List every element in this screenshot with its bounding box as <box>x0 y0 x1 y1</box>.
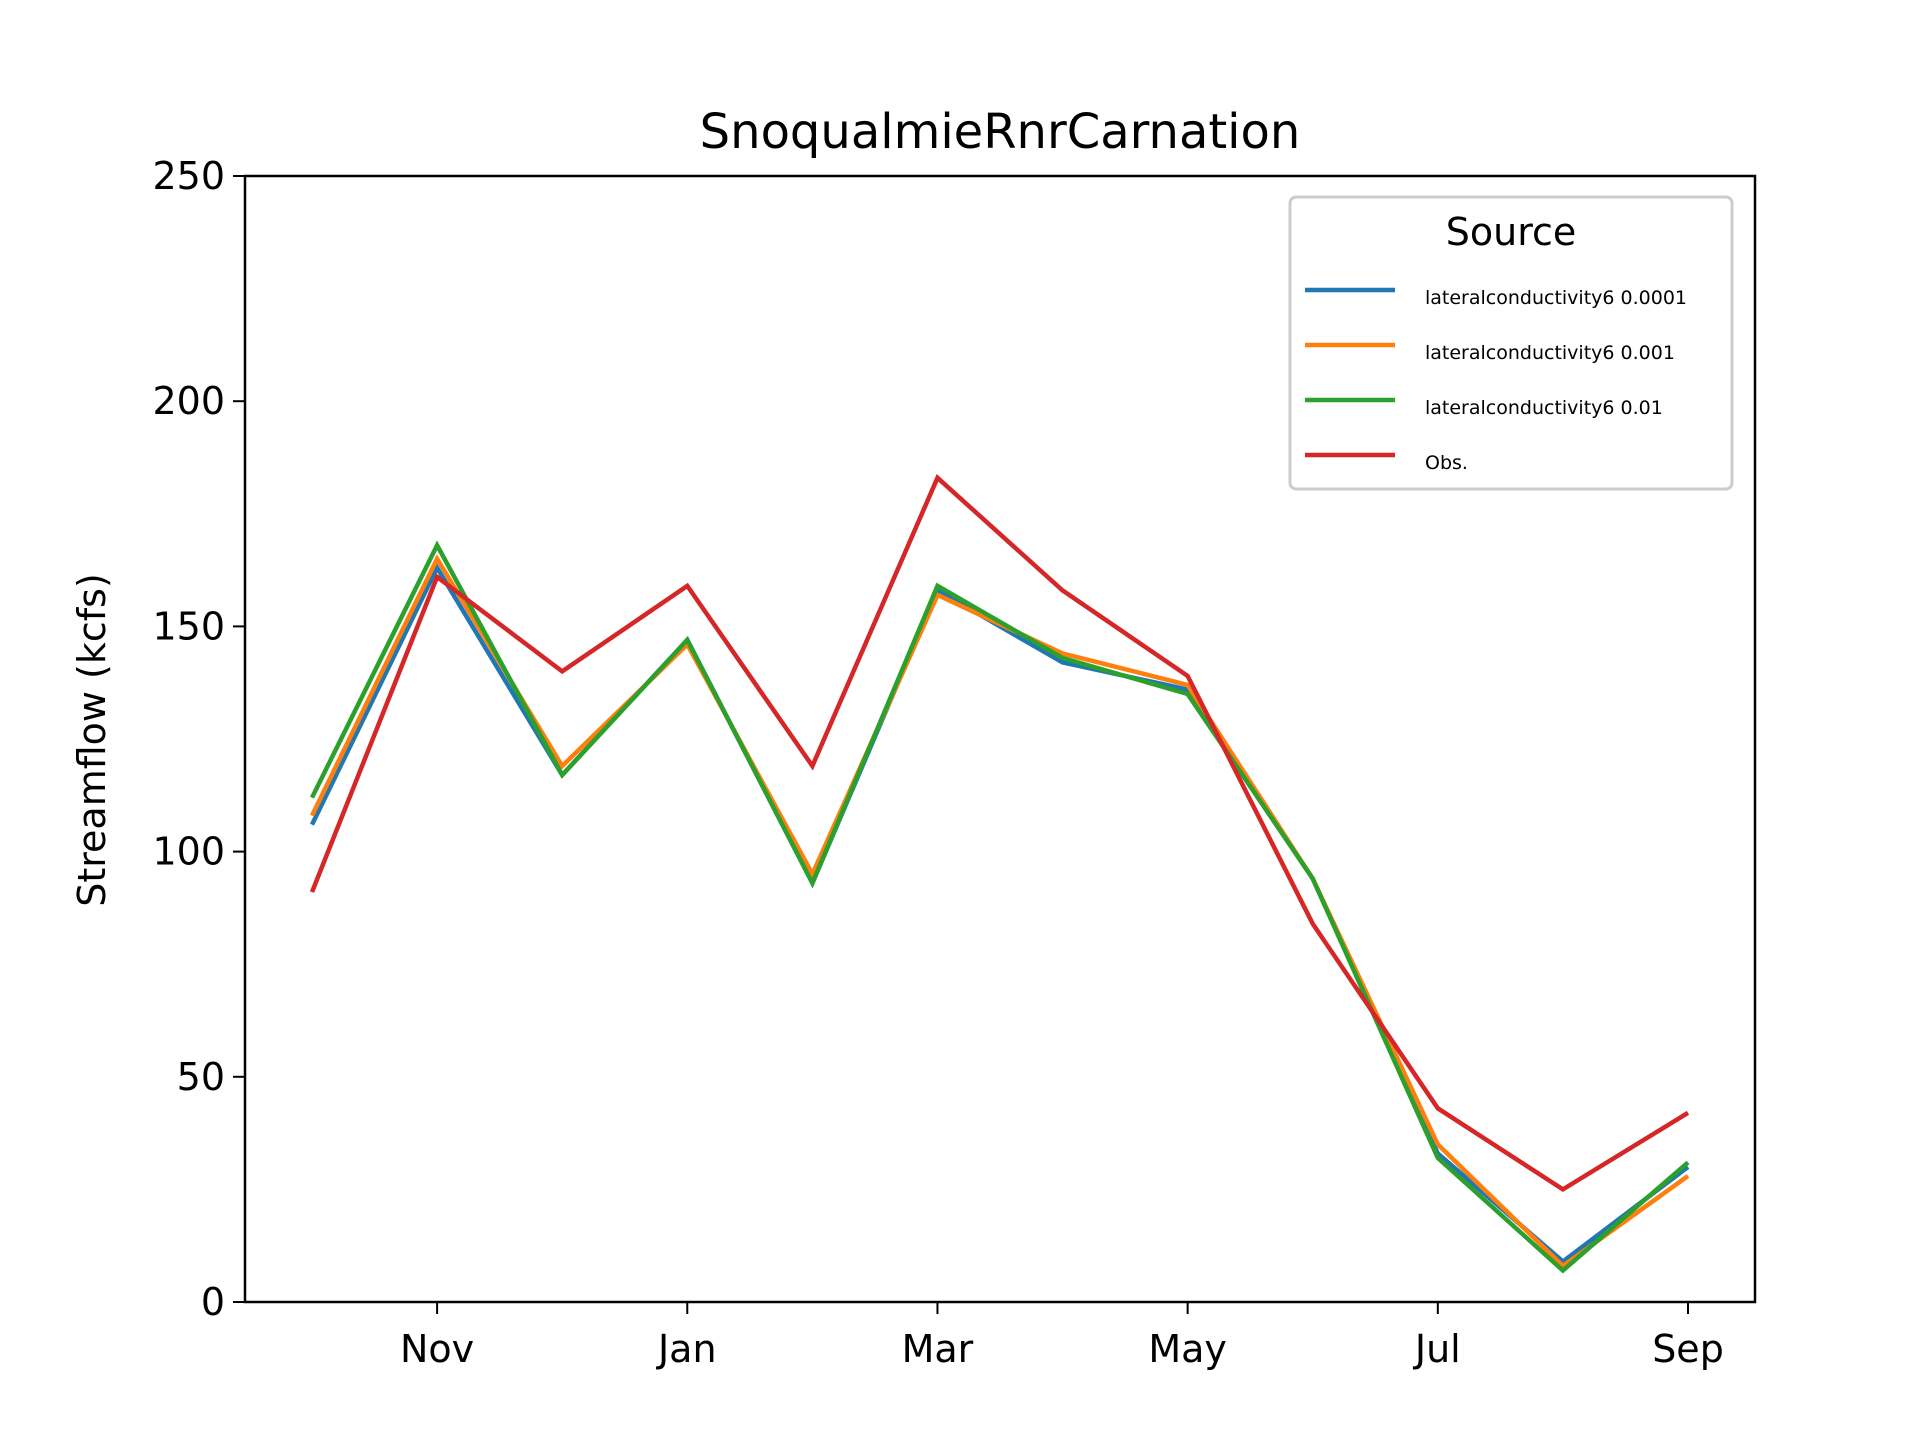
series-line-2 <box>309 540 1690 1274</box>
legend-label-2: lateralconductivity6 0.01 <box>1425 397 1663 419</box>
x-tick-label: Sep <box>1652 1327 1724 1371</box>
x-tick-label: Nov <box>400 1327 474 1371</box>
x-tick-label: May <box>1148 1327 1227 1371</box>
legend: Source lateralconductivity6 0.0001 lateral… <box>1288 195 1734 491</box>
y-tick-label: 200 <box>152 379 225 423</box>
y-axis-label: Streamflow (kcfs) <box>70 573 114 907</box>
plot-area: 0 50 100 150 200 250 Nov Jan Mar May Jul Sep <box>152 154 1757 1371</box>
x-tick-label: Jan <box>656 1327 717 1371</box>
plot-frame <box>243 174 1757 1304</box>
y-tick-label: 100 <box>152 830 225 874</box>
chart-title: SnoqualmieRnrCarnation <box>700 104 1301 160</box>
y-tick-label: 150 <box>152 604 225 648</box>
series-line-3 <box>309 474 1690 1193</box>
legend-label-0: lateralconductivity6 0.0001 <box>1425 287 1687 309</box>
y-tick-label: 0 <box>201 1280 225 1324</box>
legend-title: Source <box>1446 210 1577 254</box>
legend-label-3: Obs. <box>1425 452 1468 474</box>
x-tick-label: Mar <box>902 1327 974 1371</box>
x-tick-label: Jul <box>1413 1327 1461 1371</box>
legend-box <box>1288 195 1734 491</box>
y-tick-label: 250 <box>152 154 225 198</box>
y-tick-label: 50 <box>177 1055 225 1099</box>
legend-label-1: lateralconductivity6 0.001 <box>1425 342 1675 364</box>
